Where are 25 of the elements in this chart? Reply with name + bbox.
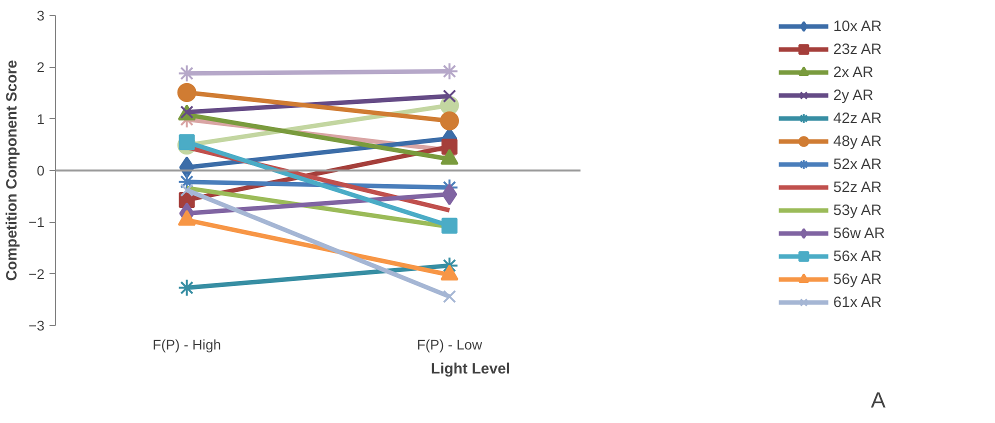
y-tick-label: 0 [36, 162, 45, 178]
legend-label: 56y AR [833, 270, 882, 288]
legend-label: 48y AR [833, 132, 882, 150]
y-axis-title: Competition Component Score [4, 60, 21, 281]
legend-label: 52x AR [833, 156, 882, 172]
legend-label: 56w AR [833, 224, 885, 242]
legend-label: 56x AR [833, 248, 882, 264]
x-tick-label: F(P) - Low [416, 336, 484, 352]
text: A [870, 388, 886, 412]
legend-label: 10x AR [833, 18, 882, 34]
legend-label: 42z AR [833, 110, 882, 126]
legend-label: 52z AR [833, 178, 882, 196]
y-tick-label: 1 [36, 110, 45, 127]
x-axis-title: Light Level [430, 360, 510, 378]
legend-label: 61x AR [833, 294, 882, 310]
y-tick-label: 2 [36, 59, 45, 76]
legend-label: 23z AR [833, 40, 882, 58]
y-tick-label: −3 [28, 318, 45, 334]
y-tick-label: 3 [36, 8, 45, 24]
legend-label: 2y AR [833, 86, 874, 104]
y-tick-label: −1 [28, 214, 45, 230]
legend-label: 53y AR [833, 202, 882, 218]
x-tick-label: F(P) - High [152, 336, 222, 352]
y-tick-label: −2 [28, 266, 45, 282]
legend-label: 2x AR [833, 64, 874, 80]
